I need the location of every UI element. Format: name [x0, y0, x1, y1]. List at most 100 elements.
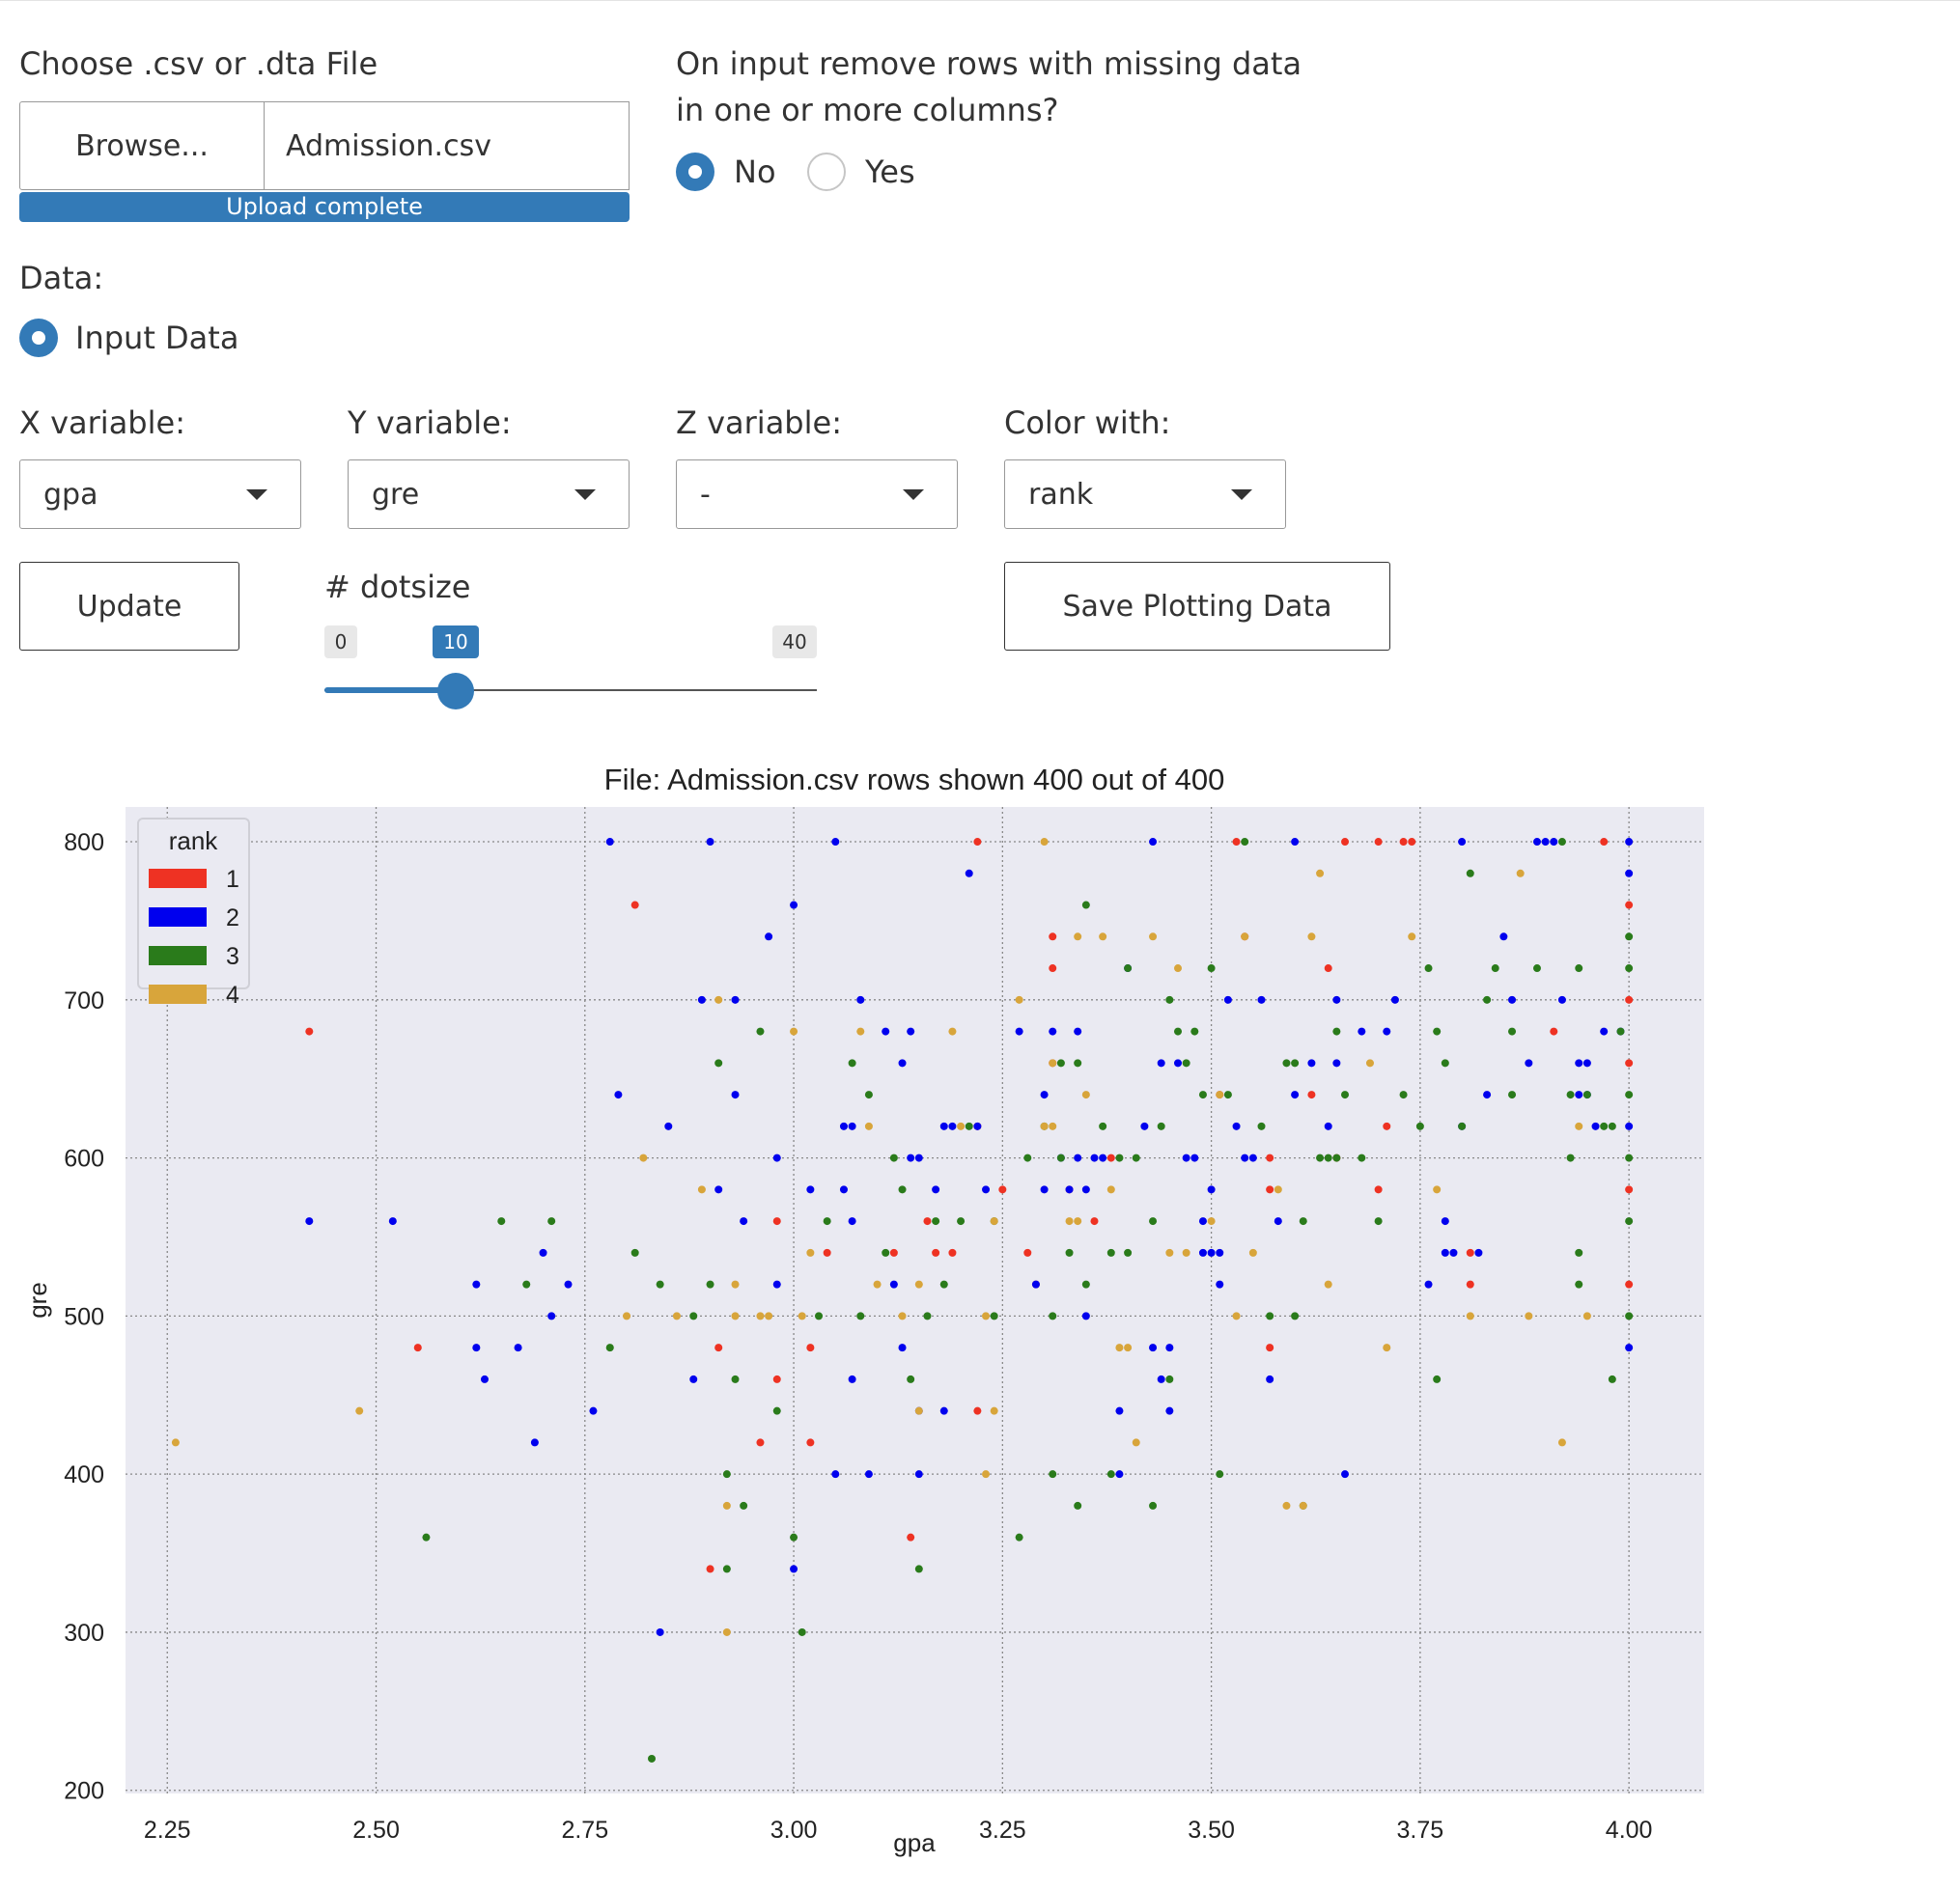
data-point-rank-3 — [1557, 838, 1566, 847]
y-tick-label: 700 — [64, 987, 104, 1014]
data-point-rank-2 — [1532, 838, 1541, 847]
slider-handle[interactable] — [437, 673, 474, 709]
z-variable-select[interactable]: - — [676, 459, 958, 529]
data-point-rank-1 — [1625, 1185, 1634, 1194]
data-point-rank-2 — [1324, 1122, 1332, 1130]
data-point-rank-3 — [990, 1312, 998, 1320]
data-point-rank-3 — [898, 1185, 907, 1194]
legend-title: rank — [169, 826, 219, 855]
data-point-rank-3 — [731, 1375, 740, 1383]
data-point-rank-2 — [564, 1280, 573, 1289]
x-variable-select[interactable]: gpa — [19, 459, 301, 529]
data-point-rank-4 — [1015, 995, 1023, 1004]
y-tick-label: 500 — [64, 1303, 104, 1330]
data-point-rank-2 — [1040, 1185, 1049, 1194]
data-point-rank-2 — [1257, 995, 1266, 1004]
radio-input-data-label: Input Data — [75, 320, 239, 356]
missing-rows-question-line1: On input remove rows with missing data — [676, 45, 1302, 82]
data-point-rank-3 — [1291, 1312, 1300, 1320]
data-point-rank-2 — [1266, 1375, 1274, 1383]
data-point-rank-4 — [790, 1027, 798, 1036]
data-point-rank-4 — [948, 1027, 957, 1036]
data-point-rank-1 — [1399, 838, 1408, 847]
update-button[interactable]: Update — [19, 562, 239, 651]
data-point-rank-3 — [1332, 1027, 1341, 1036]
x-tick-label: 3.25 — [979, 1817, 1026, 1844]
data-point-rank-3 — [1182, 1059, 1190, 1068]
z-variable-label: Z variable: — [676, 404, 842, 441]
save-plotting-data-button[interactable]: Save Plotting Data — [1004, 562, 1390, 651]
data-point-rank-2 — [305, 1217, 314, 1226]
data-point-rank-2 — [472, 1344, 481, 1352]
data-point-rank-1 — [772, 1217, 781, 1226]
data-point-rank-3 — [714, 1059, 723, 1068]
data-point-rank-2 — [772, 1153, 781, 1162]
data-point-rank-2 — [1441, 1217, 1449, 1226]
data-point-rank-4 — [1324, 1280, 1332, 1289]
radio-yes[interactable] — [807, 153, 846, 191]
legend-label-3: 3 — [226, 943, 239, 970]
data-point-rank-2 — [1198, 1248, 1207, 1257]
radio-no[interactable] — [676, 153, 714, 191]
data-point-rank-2 — [1165, 1406, 1174, 1415]
data-point-rank-2 — [898, 1059, 907, 1068]
data-point-rank-3 — [882, 1248, 890, 1257]
data-point-rank-2 — [1157, 1375, 1165, 1383]
data-point-rank-2 — [1291, 838, 1300, 847]
data-point-rank-3 — [656, 1280, 664, 1289]
data-point-rank-4 — [731, 1312, 740, 1320]
legend-swatch-1 — [149, 869, 207, 888]
data-point-rank-2 — [480, 1375, 489, 1383]
data-point-rank-3 — [1065, 1248, 1074, 1257]
data-point-rank-2 — [1600, 1027, 1609, 1036]
y-tick-label: 400 — [64, 1461, 104, 1488]
y-variable-select[interactable]: gre — [348, 459, 630, 529]
y-tick-label: 800 — [64, 829, 104, 856]
data-point-rank-3 — [1625, 932, 1634, 941]
legend-swatch-2 — [149, 907, 207, 927]
data-point-rank-2 — [1332, 995, 1341, 1004]
data-point-rank-4 — [914, 1406, 923, 1415]
data-point-rank-2 — [839, 1185, 848, 1194]
data-point-rank-1 — [1341, 838, 1350, 847]
data-point-rank-2 — [907, 1027, 915, 1036]
data-point-rank-3 — [1483, 995, 1492, 1004]
data-point-rank-2 — [1291, 1091, 1300, 1099]
data-point-rank-1 — [1232, 838, 1241, 847]
data-point-rank-2 — [1241, 1153, 1249, 1162]
data-point-rank-3 — [1023, 1153, 1032, 1162]
data-point-rank-2 — [1074, 1153, 1082, 1162]
data-point-rank-2 — [856, 995, 865, 1004]
scatter-plot: 2.25 2.50 2.75 3.00 3.25 3.50 3.75 4.00 200 300 40… — [23, 763, 1704, 1857]
data-point-rank-2 — [1390, 995, 1399, 1004]
data-point-rank-3 — [1241, 838, 1249, 847]
data-point-rank-1 — [1625, 1280, 1634, 1289]
filename-field[interactable]: Admission.csv — [263, 101, 630, 190]
browse-button[interactable]: Browse... — [19, 101, 265, 190]
data-point-rank-3 — [1165, 1375, 1174, 1383]
data-point-rank-4 — [1232, 1312, 1241, 1320]
data-point-rank-3 — [1358, 1153, 1366, 1162]
color-with-select[interactable]: rank — [1004, 459, 1286, 529]
slider-max-label: 40 — [772, 625, 817, 658]
radio-yes-label: Yes — [865, 153, 915, 190]
data-point-rank-1 — [1266, 1153, 1274, 1162]
data-point-rank-2 — [939, 1406, 948, 1415]
radio-input-data[interactable] — [19, 319, 58, 357]
color-with-value: rank — [1028, 477, 1094, 512]
data-point-rank-3 — [1149, 1217, 1158, 1226]
data-point-rank-1 — [823, 1248, 831, 1257]
data-point-rank-1 — [1625, 1059, 1634, 1068]
data-point-rank-2 — [1040, 1091, 1049, 1099]
data-point-rank-3 — [1600, 1122, 1609, 1130]
data-point-rank-1 — [1466, 1280, 1474, 1289]
data-point-rank-2 — [1483, 1091, 1492, 1099]
slider-track[interactable] — [324, 689, 817, 691]
data-point-rank-2 — [882, 1027, 890, 1036]
chevron-down-icon — [246, 489, 267, 500]
data-point-rank-4 — [1575, 1122, 1583, 1130]
data-point-rank-2 — [932, 1185, 940, 1194]
z-variable-value: - — [700, 477, 711, 512]
data-point-rank-4 — [1466, 1312, 1474, 1320]
data-point-rank-3 — [706, 1280, 714, 1289]
